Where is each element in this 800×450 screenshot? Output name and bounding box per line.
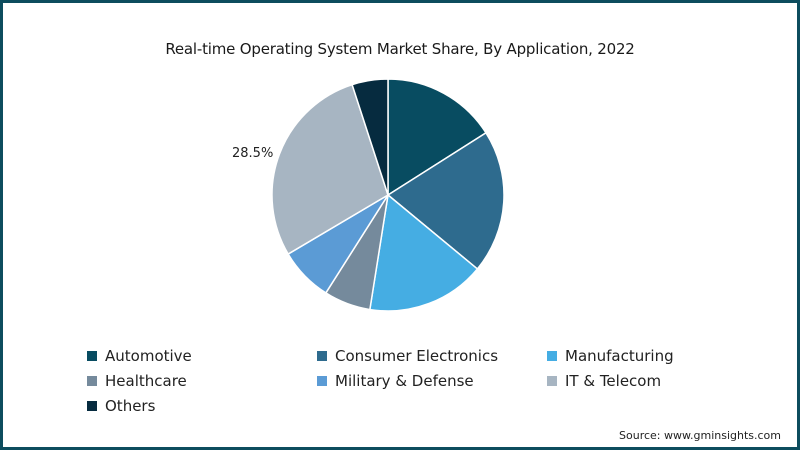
legend-item-healthcare: Healthcare (87, 372, 187, 390)
chart-title: Real-time Operating System Market Share,… (165, 40, 635, 58)
pie-slice-it-telecom (271, 83, 389, 256)
legend-label: IT & Telecom (565, 372, 662, 390)
legend-label: Military & Defense (335, 372, 474, 390)
pie-slice-others (351, 78, 389, 196)
slice-label-it-telecom: 28.5% (232, 146, 274, 161)
legend-label: Consumer Electronics (335, 347, 499, 365)
legend-swatch (87, 376, 97, 386)
pie-slice-automotive (387, 78, 487, 197)
legend-label: Healthcare (105, 372, 187, 390)
legend-label: Automotive (105, 347, 192, 365)
legend-swatch (547, 376, 557, 386)
pie-slice-consumer-electronics (386, 131, 505, 270)
source-note: Source: www.gminsights.com (619, 429, 781, 442)
legend-item-automotive: Automotive (87, 347, 192, 365)
legend-swatch (87, 351, 97, 361)
legend-swatch (317, 376, 327, 386)
legend-swatch (547, 351, 557, 361)
legend-label: Manufacturing (565, 347, 674, 365)
legend-item-military-defense: Military & Defense (317, 372, 474, 390)
legend-swatch (317, 351, 327, 361)
legend-item-others: Others (87, 397, 155, 415)
legend-item-manufacturing: Manufacturing (547, 347, 674, 365)
legend-label: Others (105, 397, 156, 415)
legend-swatch (87, 401, 97, 411)
legend-item-it-telecom: IT & Telecom (547, 372, 661, 390)
pie-slice-manufacturing (368, 193, 479, 312)
pie-chart (271, 78, 505, 312)
legend-item-consumer-electronics: Consumer Electronics (317, 347, 498, 365)
